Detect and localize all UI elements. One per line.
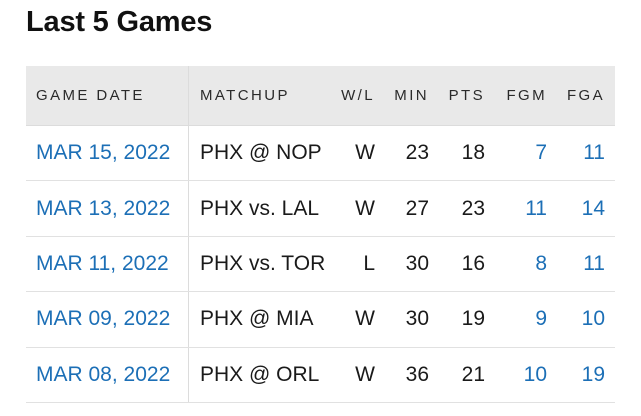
game-date-link[interactable]: MAR 09, 2022 (26, 292, 189, 347)
column-header-wl[interactable]: W/L (341, 87, 375, 104)
min-cell: 23 (405, 141, 429, 165)
min-cell: 30 (405, 251, 429, 275)
wl-cell: W (355, 307, 375, 331)
matchup-cell: PHX @ MIA (200, 307, 314, 331)
table-row: MAR 09, 2022 PHX @ MIA W 30 19 9 10 (26, 292, 615, 348)
column-header-fga[interactable]: FGA (566, 87, 605, 104)
fgm-link[interactable]: 10 (523, 362, 547, 386)
fgm-link[interactable]: 9 (535, 307, 547, 331)
fga-link[interactable]: 11 (583, 141, 605, 165)
pts-cell: 16 (461, 251, 485, 275)
fgm-link[interactable]: 11 (525, 196, 547, 220)
matchup-cell: PHX vs. LAL (200, 196, 320, 220)
min-cell: 36 (405, 362, 429, 386)
game-date-link[interactable]: MAR 11, 2022 (26, 236, 189, 292)
games-table: GAME DATE MATCHUP W/L MIN PTS FGM FGA MA… (26, 66, 615, 403)
matchup-cell: PHX @ NOP (200, 141, 322, 165)
pts-cell: 23 (461, 196, 485, 220)
min-cell: 27 (405, 196, 429, 220)
table-row: MAR 15, 2022 PHX @ NOP W 23 18 7 11 (26, 126, 615, 182)
column-header-pts[interactable]: PTS (448, 87, 485, 104)
wl-cell: L (363, 251, 375, 275)
pts-cell: 19 (461, 307, 485, 331)
column-header-game-date[interactable]: GAME DATE (26, 66, 189, 125)
fga-link[interactable]: 11 (583, 251, 605, 275)
fga-link[interactable]: 14 (581, 196, 605, 220)
pts-cell: 21 (461, 362, 485, 386)
fgm-link[interactable]: 8 (535, 251, 547, 275)
wl-cell: W (355, 141, 375, 165)
table-header: GAME DATE MATCHUP W/L MIN PTS FGM FGA (26, 66, 615, 126)
game-date-link[interactable]: MAR 08, 2022 (26, 347, 189, 402)
wl-cell: W (355, 362, 375, 386)
game-date-link[interactable]: MAR 15, 2022 (26, 126, 189, 181)
matchup-cell: PHX vs. TOR (200, 251, 326, 275)
column-header-fgm[interactable]: FGM (506, 87, 547, 104)
game-date-link[interactable]: MAR 13, 2022 (26, 181, 189, 236)
table-row: MAR 13, 2022 PHX vs. LAL W 27 23 11 14 (26, 181, 615, 237)
pts-cell: 18 (461, 141, 485, 165)
table-row: MAR 08, 2022 PHX @ ORL W 36 21 10 19 (26, 347, 615, 403)
fgm-link[interactable]: 7 (535, 141, 547, 165)
fga-link[interactable]: 10 (581, 307, 605, 331)
wl-cell: W (355, 196, 375, 220)
page-title: Last 5 Games (26, 6, 213, 38)
column-header-matchup[interactable]: MATCHUP (200, 87, 290, 104)
min-cell: 30 (405, 307, 429, 331)
column-header-min[interactable]: MIN (394, 87, 429, 104)
fga-link[interactable]: 19 (581, 362, 605, 386)
table-row: MAR 11, 2022 PHX vs. TOR L 30 16 8 11 (26, 236, 615, 293)
matchup-cell: PHX @ ORL (200, 362, 320, 386)
